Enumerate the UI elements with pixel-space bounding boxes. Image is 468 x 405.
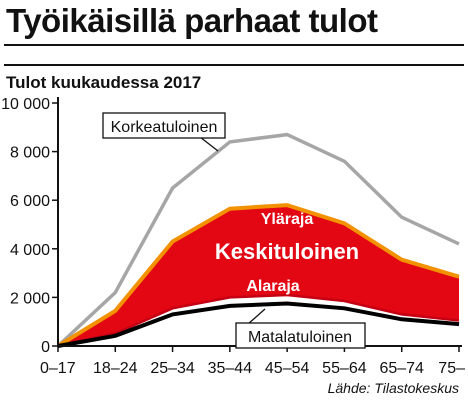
series-line-yläraja	[56, 203, 460, 348]
y-tick-label: 2 000	[10, 290, 50, 307]
box-matalatuloinen	[235, 322, 366, 349]
y-tick-label: 10 000	[1, 96, 50, 113]
band-layer	[58, 205, 459, 346]
series-line-alaraja	[57, 293, 460, 348]
y-tick-label: 4 000	[10, 242, 50, 259]
label-ylaraja: Yläraja	[261, 211, 314, 228]
subtitle-rule	[4, 64, 464, 66]
chart-subtitle: Tulot kuukaudessa 2017	[6, 73, 202, 92]
source-note: Lähde: Tilastokeskus	[328, 380, 459, 396]
label-korkeatuloinen: Korkeatuloinen	[111, 119, 218, 136]
x-tick-label: 55–64	[322, 360, 367, 377]
x-tick-label: 65–74	[379, 360, 424, 377]
lines-layer	[56, 132, 460, 348]
x-tick-label: 0–17	[40, 360, 76, 377]
y-tick-label: 8 000	[10, 145, 50, 162]
chart-title: Työikäisillä parhaat tulot	[6, 2, 378, 39]
label-alaraja: Alaraja	[246, 278, 299, 295]
x-tick-label: 35–44	[208, 360, 253, 377]
label-matalatuloinen: Matalatuloinen	[248, 329, 352, 346]
y-tick-label: 6 000	[10, 193, 50, 210]
series-line-matalatuloinen	[57, 301, 460, 348]
x-tick-label: 45–54	[265, 360, 310, 377]
leader-korkeatuloinen	[199, 136, 219, 152]
label-keskituloinen: Keskituloinen	[215, 239, 359, 264]
axes-layer: 0 2 000 4 000 6 000 8 000 10 000 0–17 18–24 25–3…	[1, 96, 465, 377]
labels-layer: Korkeatuloinen Matalatuloinen Yläraja Keski…	[102, 112, 366, 349]
x-tick-label: 18–24	[93, 360, 138, 377]
leader-matalatuloinen	[247, 308, 266, 325]
band-keskituloinen	[58, 205, 459, 346]
x-tick-label: 75–	[438, 360, 465, 377]
title-rule	[4, 44, 464, 46]
y-tick-label: 0	[41, 339, 50, 356]
series-line-korkeatuloinen	[56, 132, 460, 348]
x-tick-label: 25–34	[150, 360, 195, 377]
box-korkeatuloinen	[102, 112, 226, 139]
